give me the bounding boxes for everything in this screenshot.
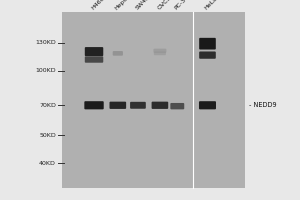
FancyBboxPatch shape — [153, 49, 167, 53]
FancyBboxPatch shape — [154, 51, 166, 55]
Text: 100KD: 100KD — [35, 68, 56, 73]
Text: HepG2: HepG2 — [114, 0, 133, 11]
Text: OVCaR-3: OVCaR-3 — [156, 0, 179, 11]
FancyBboxPatch shape — [199, 101, 216, 109]
FancyBboxPatch shape — [130, 102, 146, 109]
FancyBboxPatch shape — [110, 102, 126, 109]
Text: 130KD: 130KD — [35, 40, 56, 45]
Text: SW480: SW480 — [134, 0, 153, 11]
Text: H460: H460 — [91, 0, 106, 11]
Text: 40KD: 40KD — [39, 161, 56, 166]
Text: HeLa: HeLa — [204, 0, 219, 11]
FancyBboxPatch shape — [170, 103, 184, 109]
Text: 50KD: 50KD — [39, 133, 56, 138]
Text: 70KD: 70KD — [39, 103, 56, 108]
FancyBboxPatch shape — [113, 51, 123, 56]
Bar — [62, 12, 245, 188]
FancyBboxPatch shape — [85, 56, 103, 63]
FancyBboxPatch shape — [199, 51, 216, 59]
FancyBboxPatch shape — [85, 47, 103, 56]
Text: PC-3: PC-3 — [174, 0, 188, 11]
Text: - NEDD9: - NEDD9 — [249, 102, 277, 108]
FancyBboxPatch shape — [152, 102, 168, 109]
FancyBboxPatch shape — [84, 101, 104, 109]
FancyBboxPatch shape — [199, 38, 216, 50]
